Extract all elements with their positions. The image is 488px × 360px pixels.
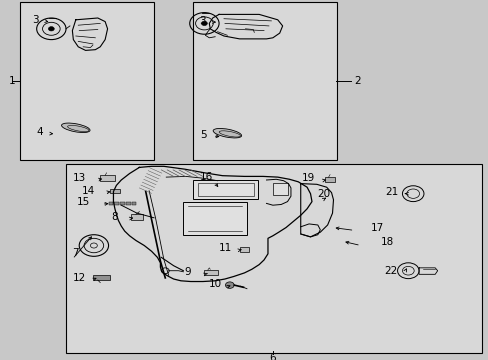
Circle shape (201, 21, 207, 26)
Text: 4: 4 (37, 127, 43, 138)
Bar (131, 214, 142, 220)
Text: 18: 18 (380, 237, 393, 247)
Bar (316, 204, 323, 209)
Bar (108, 202, 113, 205)
Bar (193, 2, 337, 160)
Text: 7: 7 (72, 248, 79, 258)
Text: 5: 5 (200, 130, 207, 140)
Text: 10: 10 (209, 279, 222, 289)
Bar (272, 183, 287, 195)
Polygon shape (300, 184, 333, 237)
Bar (239, 247, 249, 252)
Circle shape (225, 282, 234, 288)
Text: 15: 15 (77, 197, 90, 207)
Bar (325, 177, 334, 182)
Bar (20, 2, 154, 160)
Text: 12: 12 (72, 273, 85, 283)
Text: 21: 21 (385, 186, 398, 197)
Circle shape (48, 27, 54, 31)
Text: 19: 19 (302, 173, 315, 183)
Text: 3: 3 (199, 16, 206, 26)
Bar (110, 189, 120, 193)
Ellipse shape (213, 129, 241, 138)
Text: 16: 16 (199, 172, 212, 182)
Text: 11: 11 (219, 243, 232, 253)
Bar (126, 202, 130, 205)
Text: 22: 22 (383, 266, 396, 276)
Bar (120, 202, 124, 205)
Bar (183, 202, 246, 235)
Bar (198, 183, 254, 196)
Text: 8: 8 (111, 212, 118, 222)
Text: 2: 2 (354, 76, 361, 86)
Bar (93, 275, 110, 280)
Bar (193, 180, 258, 199)
Bar (132, 202, 136, 205)
Text: 1: 1 (9, 76, 16, 86)
Ellipse shape (61, 123, 90, 132)
Bar (204, 270, 217, 275)
Text: 6: 6 (269, 353, 276, 360)
Text: 20: 20 (316, 189, 329, 199)
Text: 17: 17 (370, 222, 383, 233)
Text: 9: 9 (184, 267, 191, 277)
FancyBboxPatch shape (320, 190, 339, 203)
FancyBboxPatch shape (414, 190, 426, 197)
Text: 14: 14 (82, 186, 95, 196)
Bar (114, 202, 119, 205)
Text: 13: 13 (72, 173, 85, 183)
Bar (100, 175, 115, 181)
Bar (66, 164, 481, 353)
Polygon shape (418, 268, 437, 274)
Text: 3: 3 (32, 15, 39, 25)
